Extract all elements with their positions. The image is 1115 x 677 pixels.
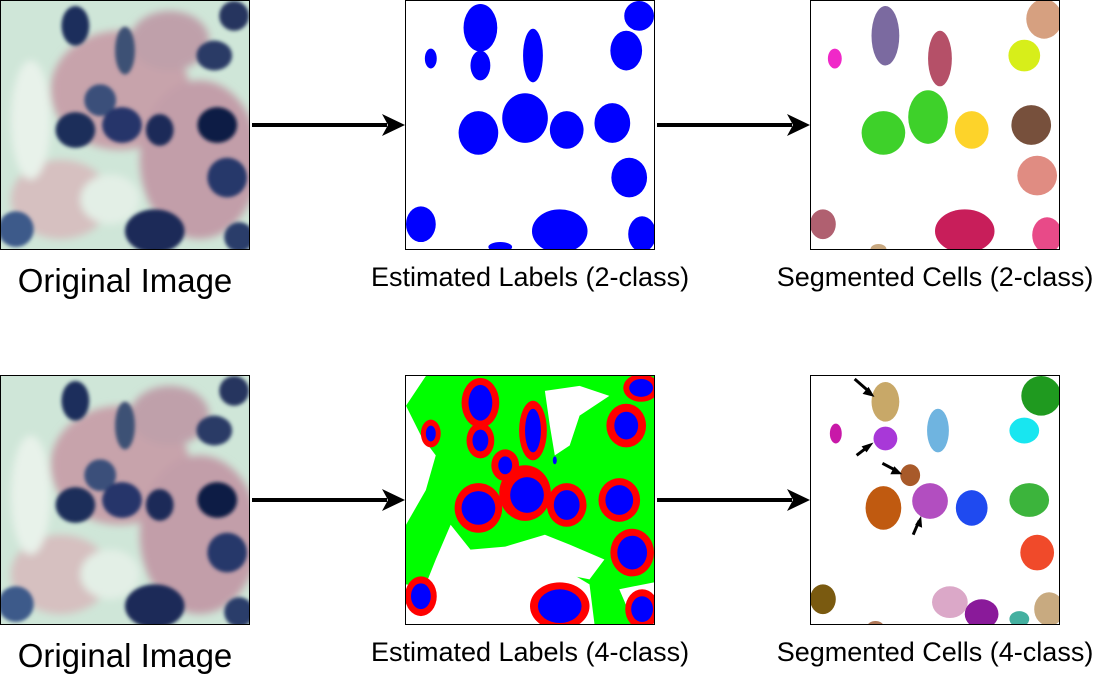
arrow-icon [252, 489, 405, 511]
segmented-cells-caption: Segmented Cells (2-class) [776, 262, 1094, 292]
arrow-icon [657, 489, 810, 511]
segmentation-map [811, 1, 1059, 249]
estimated-labels-2class [405, 0, 655, 250]
label-map [406, 1, 654, 249]
original-image-row1 [0, 0, 250, 250]
original-image-caption: Original Image [17, 262, 233, 299]
segmented-cells-4class [810, 375, 1060, 625]
segmented-cells-2class [810, 0, 1060, 250]
estimated-labels-caption: Estimated Labels (4-class) [370, 637, 690, 667]
arrow-icon [252, 114, 405, 136]
arrow-icon [657, 114, 810, 136]
label-map [406, 376, 654, 624]
histology-image [1, 376, 249, 624]
original-image-row2 [0, 375, 250, 625]
segmentation-map [811, 376, 1059, 624]
estimated-labels-4class [405, 375, 655, 625]
estimated-labels-caption: Estimated Labels (2-class) [370, 262, 690, 292]
segmented-cells-caption: Segmented Cells (4-class) [776, 637, 1094, 667]
histology-image [1, 1, 249, 249]
original-image-caption: Original Image [17, 637, 233, 674]
